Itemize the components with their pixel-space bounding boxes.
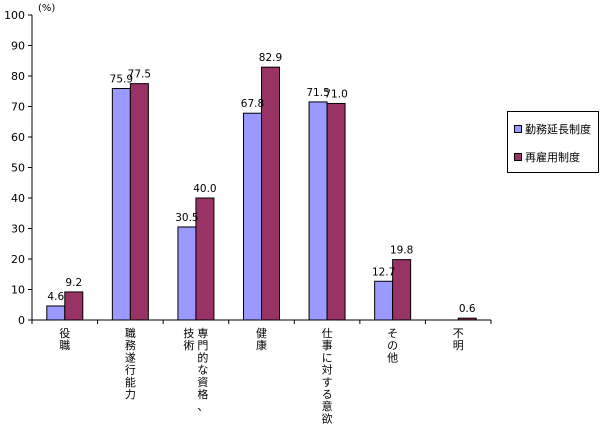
legend-label-series-2: 再雇用制度 bbox=[525, 151, 580, 164]
legend-item-series-2: 再雇用制度 bbox=[514, 150, 580, 164]
category-label-char: の bbox=[387, 339, 398, 352]
bar-series-2 bbox=[392, 259, 412, 321]
y-tick-label: 70 bbox=[11, 101, 25, 114]
category-label-char: 、 bbox=[197, 400, 208, 413]
legend-swatch-series-1 bbox=[514, 125, 522, 133]
chart-data-labels: 4.69.2 75.977.5 30.5 40.0 67.8 82.9 71.571.0 12… bbox=[47, 52, 475, 315]
category-label-char: そ bbox=[387, 327, 398, 340]
legend-item-series-1: 勤務延長制度 bbox=[514, 122, 591, 136]
category-label-char: 専 bbox=[197, 327, 208, 340]
chart-bars bbox=[46, 66, 477, 321]
chart-axes: 0 10 20 30 40 50 60 70 80 90 100 bbox=[4, 9, 492, 327]
category-label-char: す bbox=[322, 376, 333, 389]
category-label-char: 意 bbox=[322, 399, 333, 413]
category-label-char: 力 bbox=[125, 388, 136, 401]
data-label-series-2: 0.6 bbox=[459, 303, 476, 315]
bar-series-2 bbox=[457, 317, 477, 321]
category-label-char: 健 bbox=[256, 327, 267, 340]
category-label-char: 他 bbox=[387, 351, 398, 364]
data-label-series-2: 9.2 bbox=[65, 277, 82, 289]
category-label-char: 行 bbox=[125, 364, 136, 377]
category-label-char: 技 bbox=[183, 327, 194, 340]
category-label-char: に bbox=[322, 351, 333, 364]
category-label-char: 職 bbox=[125, 327, 136, 340]
category-label-char: 役 bbox=[59, 326, 70, 340]
y-tick-label: 60 bbox=[11, 131, 25, 144]
bar-series-2 bbox=[326, 102, 346, 321]
category-label-char: 門 bbox=[197, 339, 208, 352]
data-label-series-1: 12.7 bbox=[372, 266, 395, 278]
category-label-char: 欲 bbox=[322, 411, 333, 425]
category-label-char: 事 bbox=[322, 339, 333, 352]
category-label-char: 遂 bbox=[125, 350, 136, 364]
y-tick-label: 10 bbox=[11, 284, 25, 297]
y-tick-label: 0 bbox=[18, 314, 25, 327]
y-tick-label: 40 bbox=[11, 192, 25, 205]
category-label-char: 資 bbox=[197, 376, 208, 389]
category-label-char: 不 bbox=[453, 327, 464, 340]
category-label-char: る bbox=[322, 388, 333, 401]
category-label-char: 務 bbox=[125, 338, 136, 352]
bar-series-1 bbox=[308, 101, 328, 321]
legend-swatch-series-2 bbox=[514, 153, 522, 161]
category-label-char: 的 bbox=[197, 350, 208, 364]
category-label-char: 職 bbox=[59, 339, 70, 352]
bar-series-2 bbox=[195, 197, 215, 321]
chart-legend: 勤務延長制度 再雇用制度 bbox=[507, 111, 599, 173]
y-tick-label: 30 bbox=[11, 223, 25, 236]
y-tick-label: 100 bbox=[4, 9, 25, 22]
category-label-char: 能 bbox=[125, 375, 136, 389]
data-label-series-2: 71.0 bbox=[324, 88, 347, 100]
y-tick-label: 50 bbox=[11, 162, 25, 175]
data-label-series-1: 67.8 bbox=[241, 98, 264, 110]
bar-series-2 bbox=[261, 66, 280, 321]
y-tick-label: 90 bbox=[11, 40, 25, 53]
legend-label-series-1: 勤務延長制度 bbox=[525, 123, 591, 136]
y-axis-unit-label: (%) bbox=[38, 3, 55, 14]
category-label-char: な bbox=[197, 364, 208, 377]
bar-series-2 bbox=[129, 83, 149, 321]
y-tick-label: 20 bbox=[11, 253, 25, 266]
data-label-series-2: 19.8 bbox=[390, 245, 413, 257]
category-label-char: 術 bbox=[183, 339, 194, 352]
data-label-series-2: 40.0 bbox=[193, 183, 216, 195]
data-label-series-1: 75.9 bbox=[110, 74, 133, 86]
bar-series-1 bbox=[111, 88, 131, 321]
y-tick-label: 80 bbox=[11, 70, 25, 83]
category-label-char: 明 bbox=[453, 339, 464, 352]
bar-series-2 bbox=[64, 291, 84, 321]
category-label-char: 仕 bbox=[322, 327, 333, 340]
bar-series-1 bbox=[374, 280, 394, 321]
bar-series-1 bbox=[243, 112, 262, 321]
category-label-char: 康 bbox=[256, 338, 267, 352]
data-label-series-2: 77.5 bbox=[128, 69, 151, 81]
data-label-series-1: 4.6 bbox=[47, 291, 64, 303]
data-label-series-1: 71.5 bbox=[306, 87, 329, 99]
data-label-series-1: 30.5 bbox=[175, 212, 198, 224]
bar-series-1 bbox=[46, 305, 66, 321]
category-label-char: 格 bbox=[197, 387, 208, 401]
data-label-series-2: 82.9 bbox=[259, 52, 282, 64]
category-label-char: 対 bbox=[322, 363, 333, 377]
bar-series-1 bbox=[177, 226, 197, 321]
